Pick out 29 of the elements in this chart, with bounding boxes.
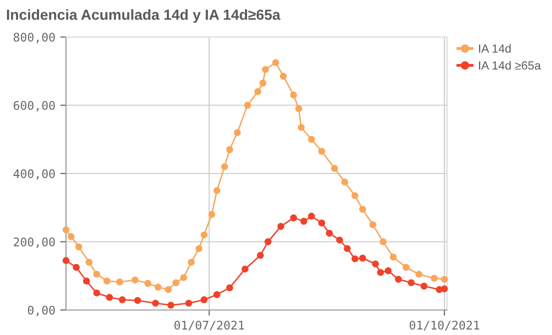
- x-tick-label: 01/10/2021: [410, 320, 480, 331]
- point: [221, 163, 228, 170]
- point: [280, 72, 287, 80]
- x-tick-label: 01/07/2021: [174, 320, 244, 331]
- point: [290, 92, 298, 98]
- point: [234, 129, 241, 136]
- point: [298, 124, 305, 131]
- y-tick-label: 400,00: [14, 169, 55, 180]
- chart-title: Incidencia Acumulada 14d y IA 14d≥65a: [6, 9, 280, 23]
- point: [244, 102, 252, 109]
- y-tick-label: 600,00: [14, 101, 55, 112]
- point: [295, 105, 302, 112]
- point: [308, 136, 315, 143]
- point: [254, 88, 262, 96]
- legend-label: IA 14d: [479, 44, 511, 53]
- point: [262, 66, 269, 73]
- point: [213, 187, 220, 194]
- y-tick-label: 200,00: [14, 238, 55, 248]
- point: [341, 178, 348, 186]
- point: [226, 146, 234, 154]
- legend-label: IA 14d ≥65a: [479, 60, 541, 70]
- point: [359, 206, 366, 213]
- point: [259, 80, 266, 87]
- point: [272, 59, 280, 66]
- point: [331, 164, 338, 172]
- y-tick-label: 0,00: [28, 306, 55, 316]
- point: [318, 148, 326, 155]
- point: [351, 192, 358, 200]
- y-tick-label: 800,00: [14, 32, 55, 44]
